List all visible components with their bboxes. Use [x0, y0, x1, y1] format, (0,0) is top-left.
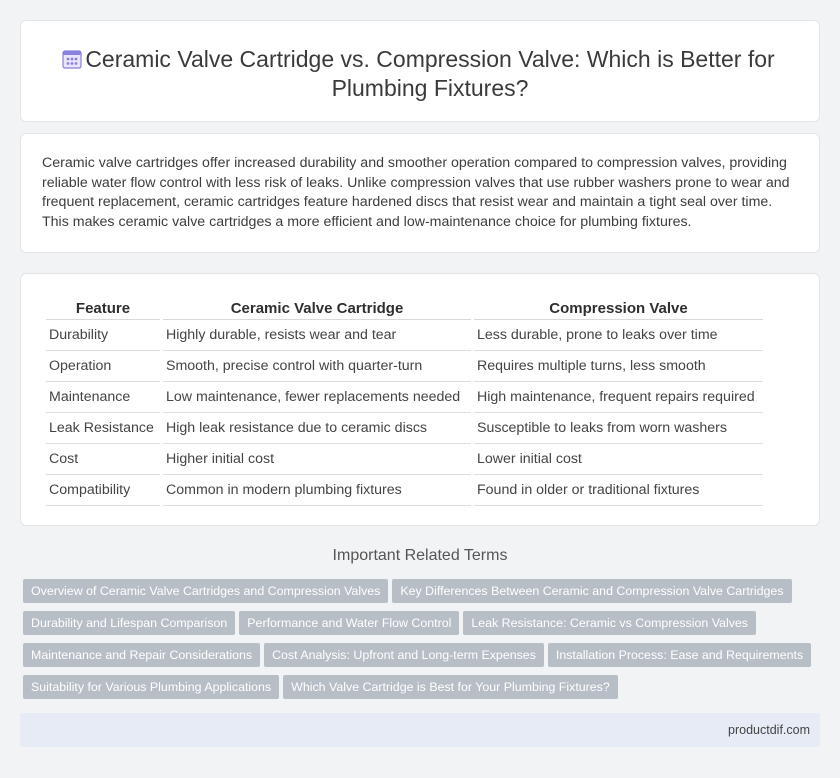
related-term-tag[interactable]: Performance and Water Flow Control [239, 611, 460, 635]
title-card: Ceramic Valve Cartridge vs. Compression … [20, 20, 820, 122]
table-cell: Found in older or traditional fixtures [474, 475, 763, 506]
site-name[interactable]: productdif.com [728, 723, 810, 737]
table-row: Compatibility Common in modern plumbing … [46, 475, 763, 506]
related-term-tag[interactable]: Maintenance and Repair Considerations [23, 643, 261, 667]
header-feature: Feature [46, 294, 160, 320]
table-row: Leak Resistance High leak resistance due… [46, 413, 763, 444]
summary-paragraph: Ceramic valve cartridges offer increased… [42, 155, 790, 230]
table-cell: Cost [46, 444, 160, 475]
related-terms-tags: Overview of Ceramic Valve Cartridges and… [23, 579, 812, 707]
comparison-table: Feature Ceramic Valve Cartridge Compress… [43, 294, 766, 506]
related-term-tag[interactable]: Which Valve Cartridge is Best for Your P… [283, 675, 618, 699]
table-row: Cost Higher initial cost Lower initial c… [46, 444, 763, 475]
table-row: Durability Highly durable, resists wear … [46, 320, 763, 351]
table-cell: Requires multiple turns, less smooth [474, 351, 763, 382]
page-title: Ceramic Valve Cartridge vs. Compression … [85, 46, 775, 101]
summary-card: Ceramic valve cartridges offer increased… [20, 133, 820, 253]
table-cell: Durability [46, 320, 160, 351]
document-grid-icon [62, 50, 82, 69]
table-cell: Highly durable, resists wear and tear [163, 320, 471, 351]
related-term-tag[interactable]: Suitability for Various Plumbing Applica… [23, 675, 280, 699]
table-cell: Susceptible to leaks from worn washers [474, 413, 763, 444]
tag-row: Suitability for Various Plumbing Applica… [23, 675, 803, 707]
table-cell: Lower initial cost [474, 444, 763, 475]
related-term-tag[interactable]: Key Differences Between Ceramic and Comp… [392, 579, 792, 603]
related-terms-heading: Important Related Terms [332, 547, 508, 564]
header-compression: Compression Valve [474, 294, 763, 320]
table-cell: High leak resistance due to ceramic disc… [163, 413, 471, 444]
table-cell: Low maintenance, fewer replacements need… [163, 382, 471, 413]
comparison-table-card: Feature Ceramic Valve Cartridge Compress… [20, 273, 820, 526]
table-cell: Maintenance [46, 382, 160, 413]
table-header-row: Feature Ceramic Valve Cartridge Compress… [46, 294, 763, 320]
related-term-tag[interactable]: Leak Resistance: Ceramic vs Compression … [463, 611, 756, 635]
table-cell: Leak Resistance [46, 413, 160, 444]
related-term-tag[interactable]: Cost Analysis: Upfront and Long-term Exp… [264, 643, 544, 667]
tag-row: Overview of Ceramic Valve Cartridges and… [23, 579, 803, 611]
header-ceramic: Ceramic Valve Cartridge [163, 294, 471, 320]
tag-row: Maintenance and Repair Considerations Cos… [23, 643, 812, 675]
related-term-tag[interactable]: Durability and Lifespan Comparison [23, 611, 236, 635]
related-term-tag[interactable]: Installation Process: Ease and Requireme… [547, 643, 812, 667]
table-cell: Compatibility [46, 475, 160, 506]
table-cell: Operation [46, 351, 160, 382]
table-cell: High maintenance, frequent repairs requi… [474, 382, 763, 413]
table-cell: Common in modern plumbing fixtures [163, 475, 471, 506]
table-cell: Higher initial cost [163, 444, 471, 475]
table-row: Operation Smooth, precise control with q… [46, 351, 763, 382]
table-cell: Smooth, precise control with quarter-tur… [163, 351, 471, 382]
tag-row: Durability and Lifespan Comparison Perfor… [23, 611, 803, 643]
table-row: Maintenance Low maintenance, fewer repla… [46, 382, 763, 413]
footer-bar: productdif.com [20, 713, 820, 747]
related-term-tag[interactable]: Overview of Ceramic Valve Cartridges and… [23, 579, 389, 603]
table-cell: Less durable, prone to leaks over time [474, 320, 763, 351]
